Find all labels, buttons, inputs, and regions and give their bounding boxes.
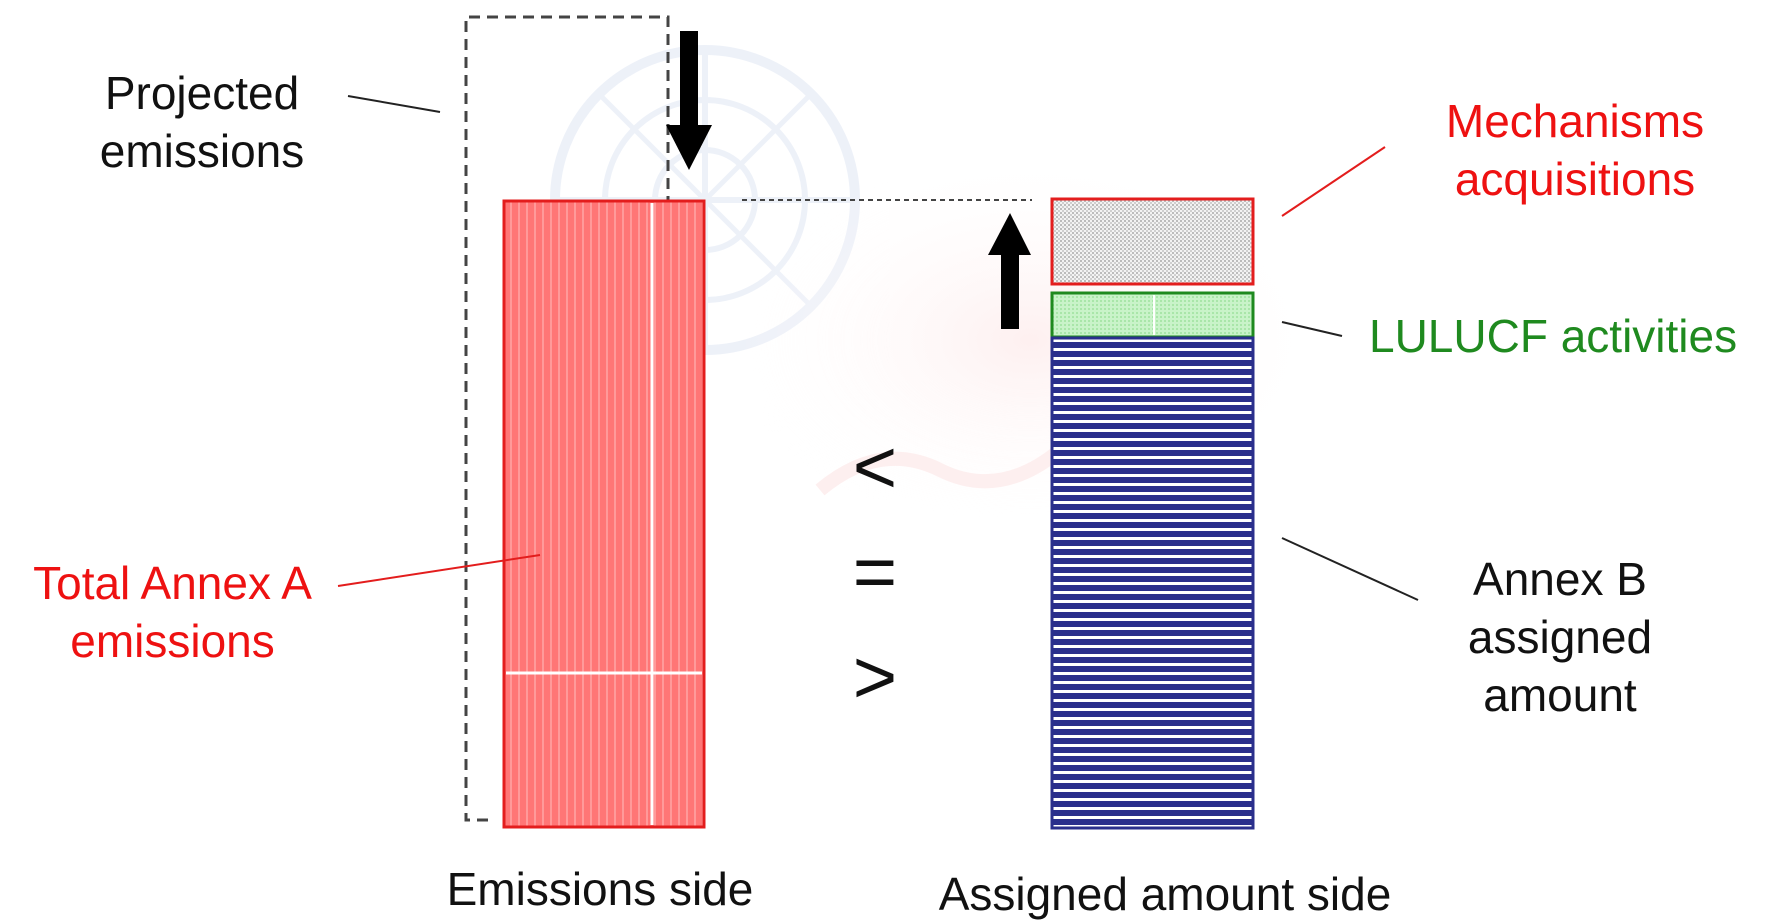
total-annex-a-emissions-label: Total Annex A emissions <box>10 554 335 670</box>
annex-b-assigned-amount-label: Annex B assigned amount <box>1440 550 1680 724</box>
total-annex-a-line-1: Total Annex A <box>33 557 312 609</box>
down-arrow-icon <box>666 31 712 170</box>
greater-than-symbol: > <box>852 635 898 720</box>
projected-leader-line <box>347 95 441 113</box>
equal-symbol: = <box>852 530 898 615</box>
up-arrow-icon <box>988 213 1031 329</box>
projected-emissions-label: Projected emissions <box>82 64 322 180</box>
annex-b-line-1: Annex B <box>1473 553 1647 605</box>
lulucf-text: LULUCF activities <box>1369 310 1738 362</box>
annex-b-line-3: amount <box>1483 669 1637 721</box>
mechanisms-line-1: Mechanisms <box>1445 95 1705 147</box>
lulucf-activities-block <box>1050 291 1255 339</box>
annex-b-line-2: assigned <box>1467 611 1653 663</box>
total-emissions-bar <box>502 199 706 829</box>
mechanisms-acquisitions-label: Mechanisms acquisitions <box>1420 92 1730 208</box>
mechanisms-acquisitions-block <box>1050 197 1255 286</box>
annex-b-assigned-amount-bar <box>1050 336 1255 830</box>
annex-b-leader-line <box>1281 537 1419 601</box>
less-than-symbol: < <box>852 425 898 510</box>
assigned-amount-side-caption: Assigned amount side <box>895 865 1435 923</box>
mechanisms-line-2: acquisitions <box>1454 153 1696 205</box>
emissions-side-caption: Emissions side <box>410 860 790 918</box>
mechanisms-leader-line <box>1281 146 1386 217</box>
lulucf-activities-label: LULUCF activities <box>1369 307 1737 365</box>
lulucf-leader-line <box>1281 321 1343 337</box>
projected-emissions-line-2: emissions <box>99 125 305 177</box>
total-annex-a-line-2: emissions <box>70 615 275 667</box>
projected-emissions-outline <box>464 15 670 822</box>
projected-emissions-line-1: Projected <box>104 67 300 119</box>
emissions-side-text: Emissions side <box>446 863 754 915</box>
total-leader-line <box>337 554 541 587</box>
assigned-amount-side-text: Assigned amount side <box>938 868 1392 920</box>
